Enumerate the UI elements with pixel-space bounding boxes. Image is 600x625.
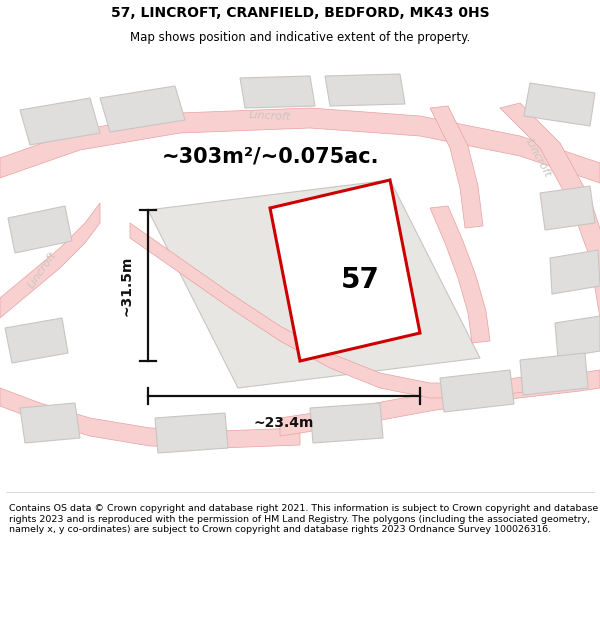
Polygon shape [5, 318, 68, 363]
Text: Lincroft: Lincroft [249, 110, 291, 122]
Text: Lincroft: Lincroft [524, 137, 553, 179]
Polygon shape [555, 316, 600, 358]
Text: Lincroft: Lincroft [26, 250, 58, 290]
Polygon shape [550, 250, 600, 294]
Polygon shape [155, 413, 228, 453]
Polygon shape [500, 103, 600, 318]
Polygon shape [430, 206, 490, 343]
Text: ~303m²/~0.075ac.: ~303m²/~0.075ac. [161, 146, 379, 166]
Polygon shape [540, 186, 595, 230]
Polygon shape [0, 108, 600, 183]
Polygon shape [270, 180, 420, 361]
Text: ~23.4m: ~23.4m [254, 416, 314, 430]
Polygon shape [524, 83, 595, 126]
Polygon shape [0, 203, 100, 318]
Text: Contains OS data © Crown copyright and database right 2021. This information is : Contains OS data © Crown copyright and d… [9, 504, 598, 534]
Text: ~31.5m: ~31.5m [120, 255, 134, 316]
Polygon shape [310, 403, 383, 443]
Text: 57, LINCROFT, CRANFIELD, BEDFORD, MK43 0HS: 57, LINCROFT, CRANFIELD, BEDFORD, MK43 0… [110, 6, 490, 21]
Polygon shape [520, 353, 588, 395]
Polygon shape [240, 76, 315, 108]
Text: Map shows position and indicative extent of the property.: Map shows position and indicative extent… [130, 31, 470, 44]
Polygon shape [20, 98, 100, 145]
Polygon shape [0, 388, 300, 448]
Polygon shape [20, 403, 80, 443]
Polygon shape [130, 223, 530, 398]
Polygon shape [430, 106, 483, 228]
Polygon shape [440, 370, 514, 412]
Polygon shape [148, 180, 480, 388]
Polygon shape [325, 74, 405, 106]
Polygon shape [8, 206, 72, 253]
Text: 57: 57 [341, 266, 379, 294]
Polygon shape [100, 86, 185, 132]
Polygon shape [280, 370, 600, 436]
